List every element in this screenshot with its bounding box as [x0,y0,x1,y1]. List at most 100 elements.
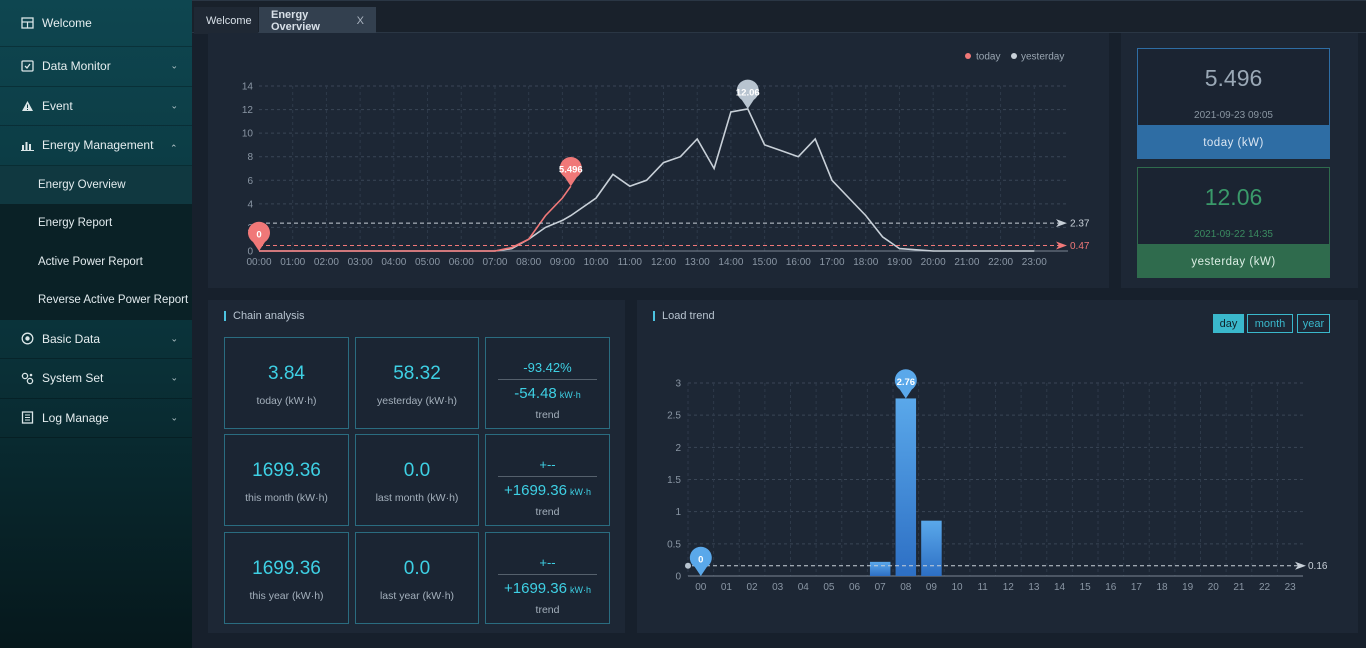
trend-kwh-value: +1699.36 [504,580,567,597]
chain-previous-box: 0.0 last month (kW·h) [355,434,479,526]
x-tick-label: 04:00 [381,257,406,268]
marker-label: 5.496 [559,165,583,176]
yesterday-power-time: 2021-09-22 14:35 [1194,229,1273,240]
month-button[interactable]: month [1247,314,1293,333]
x-tick-label: 02 [747,582,759,593]
x-tick-label: 16:00 [786,257,811,268]
sidebar-item-energy-management[interactable]: Energy Management ⌄ [0,126,192,166]
marker-label: 0 [698,555,703,566]
trend-kwh-value: -54.48 [514,385,557,402]
sidebar-item-label: Log Manage [42,410,109,425]
chain-current-box: 1699.36 this year (kW·h) [224,532,349,624]
chevron-down-icon: ⌄ [170,412,178,423]
x-tick-label: 12:00 [651,257,676,268]
settings-icon [20,371,34,385]
yesterday-power-value: 12.06 [1204,184,1263,210]
sidebar-subitem-active-power-report[interactable]: Active Power Report [38,255,143,268]
stat-value: 1699.36 [252,460,321,481]
average-label: 0.16 [1308,561,1328,572]
marker-pin [559,157,582,187]
x-tick-label: 06 [849,582,861,593]
y-tick-label: 4 [247,199,253,210]
stat-value: 0.0 [403,558,431,579]
x-tick-label: 01 [721,582,733,593]
x-tick-label: 18 [1157,582,1169,593]
chevron-down-icon: ⌄ [170,60,178,71]
x-tick-label: 19 [1182,582,1194,593]
trend-percent: +-- [539,457,556,472]
sidebar-item-log-manage[interactable]: Log Manage ⌄ [0,399,192,438]
today-power-card: 5.496 2021-09-23 09:05 today (kW) [1137,48,1330,159]
x-tick-label: 20 [1208,582,1220,593]
x-tick-label: 00 [695,582,707,593]
legend-yesterday-label: yesterday [1021,52,1064,63]
sidebar-item-welcome[interactable]: Welcome [0,0,192,47]
trend-percent: -93.42% [523,360,572,375]
x-tick-label: 05:00 [415,257,440,268]
sidebar-item-label: Basic Data [42,331,101,346]
tab-welcome[interactable]: Welcome [194,7,258,34]
trend-kwh: +1699.36 kW·h [486,580,609,597]
chevron-down-icon: ⌄ [170,333,178,344]
panel-title: Load trend [653,311,715,322]
today-power-label: today (kW) [1137,126,1330,159]
x-tick-label: 21:00 [954,257,979,268]
sidebar-item-event[interactable]: Event ⌄ [0,87,192,126]
stat-label: last year (kW·h) [379,590,455,602]
y-tick-label: 2.5 [667,411,681,422]
marker-pin [248,221,270,251]
x-tick-label: 15:00 [752,257,777,268]
sidebar-subitem-reverse-active-power-report[interactable]: Reverse Active Power Report [38,294,189,307]
x-tick-label: 22:00 [988,257,1013,268]
sidebar-item-label: Welcome [42,16,92,30]
x-tick-label: 17 [1131,582,1143,593]
legend-today-label: today [976,52,1000,63]
bar-08 [895,398,917,576]
sidebar-subitem-energy-report[interactable]: Energy Report [38,217,113,230]
sidebar-subitem-energy-overview[interactable]: Energy Overview [0,165,192,204]
x-tick-label: 08 [900,582,912,593]
yesterday-power-card: 12.06 2021-09-22 14:35 yesterday (kW) [1137,167,1330,278]
stat-label: this year (kW·h) [249,590,324,602]
x-tick-label: 10:00 [584,257,609,268]
sidebar-item-basic-data[interactable]: Basic Data ⌄ [0,320,192,359]
x-tick-label: 15 [1080,582,1092,593]
marker-label: 0 [256,230,261,241]
bar-09 [921,520,942,576]
marker-label: 12.06 [736,87,760,98]
x-tick-label: 19:00 [887,257,912,268]
y-tick-label: 14 [242,82,254,93]
x-tick-label: 07:00 [482,257,507,268]
card-body: 12.06 2021-09-22 14:35 [1137,167,1330,245]
min-marker: 0 [689,546,712,576]
day-button[interactable]: day [1213,314,1244,333]
y-tick-label: 12 [242,105,254,116]
sidebar-item-system-set[interactable]: System Set ⌄ [0,359,192,399]
tab-energy-overview[interactable]: Energy Overview X [259,7,376,34]
stat-label: last month (kW·h) [375,492,459,504]
chevron-up-icon: ⌄ [170,142,178,153]
x-tick-label: 02:00 [314,257,339,268]
chain-trend-box: +-- +1699.36 kW·h trend [485,532,610,624]
today-power-time: 2021-09-23 09:05 [1194,110,1273,121]
tab-bar: Welcome Energy Overview X [192,0,1366,34]
chain-previous-box: 0.0 last year (kW·h) [355,532,479,624]
today-power-value: 5.496 [1204,65,1263,91]
year-button[interactable]: year [1297,314,1330,333]
panel-title: Chain analysis [224,311,305,322]
close-icon[interactable]: X [356,14,364,27]
x-tick-label: 03 [772,582,784,593]
tab-label: Welcome [206,14,252,27]
x-tick-label: 09:00 [550,257,575,268]
x-tick-label: 22 [1259,582,1271,593]
trend-kwh: -54.48 kW·h [486,385,609,402]
divider [498,379,597,380]
max-marker-today: 5.496 [559,157,583,187]
energy-submenu: Energy Overview Energy Report Active Pow… [0,165,192,320]
power-cards-panel: 5.496 2021-09-23 09:05 today (kW) 12.06 … [1121,33,1358,288]
arrow-icon [1295,561,1306,570]
x-tick-label: 08:00 [516,257,541,268]
tab-label: Energy Overview [271,8,320,33]
stat-label: yesterday (kW·h) [377,395,457,407]
sidebar-item-data-monitor[interactable]: Data Monitor ⌄ [0,47,192,87]
